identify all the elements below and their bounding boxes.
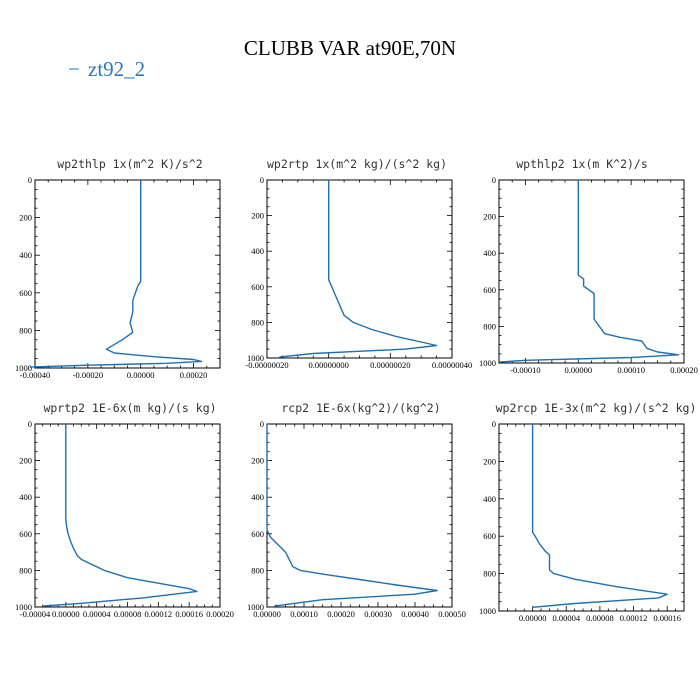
legend-symbol: − xyxy=(68,57,80,81)
x-tick-label: 0.00020 xyxy=(206,609,234,619)
x-tick-label: 0.00008 xyxy=(114,609,142,619)
x-tick-label: 0.00000000 xyxy=(308,360,348,370)
y-tick-label: 400 xyxy=(483,248,496,258)
x-tick-label: 0.00000 xyxy=(127,370,155,380)
y-tick-label: 0 xyxy=(492,419,496,429)
y-tick-label: 200 xyxy=(19,456,32,466)
panels-group: wp2thlp 1x(m^2 K)/s^202004006008001000-0… xyxy=(15,157,698,623)
y-tick-label: 600 xyxy=(19,529,32,539)
x-tick-label: 0.00000020 xyxy=(370,360,410,370)
panel-title: wprtp2 1E-6x(m kg)/(s kg) xyxy=(43,401,216,415)
y-tick-label: 400 xyxy=(483,494,496,504)
y-tick-label: 0 xyxy=(260,419,264,429)
y-tick-label: 200 xyxy=(251,211,264,221)
panel-title: wp2thlp 1x(m^2 K)/s^2 xyxy=(57,157,202,171)
panel-title: wpthlp2 1x(m K^2)/s xyxy=(516,157,648,171)
x-tick-label: 0.00020 xyxy=(327,609,355,619)
x-tick-label: 0.00012 xyxy=(620,613,648,623)
panel-5: rcp2 1E-6x(kg^2)/(kg^2) 0 200 400 600 800 1000… xyxy=(247,401,466,619)
panel-1: wp2thlp 1x(m^2 K)/s^202004006008001000-0… xyxy=(15,157,221,380)
y-tick-label: 400 xyxy=(251,492,264,502)
y-tick-label: 1000 xyxy=(479,358,496,368)
x-tick-label: 0.00016 xyxy=(175,609,203,619)
y-tick-label: 1000 xyxy=(479,606,496,616)
y-tick-label: 800 xyxy=(483,321,496,331)
y-tick-label: 800 xyxy=(251,317,264,327)
x-tick-label: 0.00000 xyxy=(564,365,592,375)
y-tick-label: 600 xyxy=(19,288,32,298)
y-tick-label: 600 xyxy=(483,285,496,295)
series-line xyxy=(266,424,438,607)
plot-frame xyxy=(34,179,221,369)
x-tick-label: 0.00004 xyxy=(552,613,580,623)
panel-title: wp2rcp 1E-3x(m^2 kg)/(s^2 kg) xyxy=(496,401,697,415)
x-tick-label: -0.00020 xyxy=(73,370,103,380)
y-tick-label: 200 xyxy=(19,213,32,223)
y-tick-label: 600 xyxy=(483,531,496,541)
y-tick-label: 200 xyxy=(483,212,496,222)
panel-2: wp2rtp 1x(m^2 kg)/(s^2 kg)0 200 400 600 800 1… xyxy=(245,157,472,370)
y-tick-label: 200 xyxy=(251,456,264,466)
x-tick-label: 0.00050 xyxy=(438,609,466,619)
x-tick-label: -0.00040 xyxy=(20,370,50,380)
y-tick-label: 0 xyxy=(260,175,264,185)
series-line xyxy=(531,424,668,608)
panel-4: wprtp2 1E-6x(m kg)/(s kg) 0 200 400 600 800 10… xyxy=(15,401,234,619)
x-tick-label: 0.00030 xyxy=(364,609,392,619)
x-tick-label: 0.00008 xyxy=(586,613,614,623)
y-tick-label: 600 xyxy=(251,529,264,539)
x-tick-label: 0.00020 xyxy=(180,370,208,380)
x-tick-label: 0.00000 xyxy=(253,609,281,619)
y-tick-label: 800 xyxy=(251,565,264,575)
y-tick-label: 400 xyxy=(251,246,264,256)
y-tick-label: 600 xyxy=(251,282,264,292)
series-line xyxy=(29,180,203,368)
panel-title: wp2rtp 1x(m^2 kg)/(s^2 kg) xyxy=(267,157,447,171)
series-line xyxy=(279,180,438,358)
x-tick-label: 0.00010 xyxy=(290,609,318,619)
y-tick-label: 400 xyxy=(19,492,32,502)
y-tick-label: 200 xyxy=(483,456,496,466)
figure-title: CLUBB VAR at90E,70N xyxy=(244,36,456,60)
y-tick-label: 800 xyxy=(19,325,32,335)
y-tick-label: 0 xyxy=(28,175,32,185)
x-tick-label: 0.00020 xyxy=(670,365,698,375)
x-tick-label: 0.00012 xyxy=(145,609,173,619)
y-tick-label: 800 xyxy=(483,569,496,579)
y-tick-label: 0 xyxy=(492,175,496,185)
x-tick-label: 0.00000 xyxy=(519,613,547,623)
y-tick-label: 400 xyxy=(19,250,32,260)
legend-entry: zt92_2 xyxy=(88,57,145,81)
x-tick-label: 0.00000 xyxy=(52,609,80,619)
y-tick-label: 1000 xyxy=(247,353,264,363)
x-tick-label: -0.00010 xyxy=(510,365,540,375)
x-tick-label: 0.00010 xyxy=(617,365,645,375)
x-tick-label: -0.00000020 xyxy=(245,360,288,370)
x-tick-label: 0.00000040 xyxy=(432,360,472,370)
x-tick-label: -0.00004 xyxy=(20,609,51,619)
series-line xyxy=(498,180,680,363)
x-tick-label: 0.00004 xyxy=(83,609,111,619)
x-tick-label: 0.00040 xyxy=(401,609,429,619)
y-tick-label: 0 xyxy=(28,419,32,429)
plot-frame xyxy=(34,423,221,608)
plot-frame xyxy=(498,423,685,612)
panel-3: wpthlp2 1x(m K^2)/s 0 200 400 600 800 1000 -0.0… xyxy=(479,157,698,375)
panel-title: rcp2 1E-6x(kg^2)/(kg^2) xyxy=(281,401,440,415)
x-tick-label: 0.00016 xyxy=(653,613,681,623)
plot-frame xyxy=(498,179,685,364)
plot-frame xyxy=(266,179,453,359)
panel-6: wp2rcp 1E-3x(m^2 kg)/(s^2 kg)0 200 400 600 8… xyxy=(479,401,696,623)
y-tick-label: 800 xyxy=(19,565,32,575)
y-tick-label: 1000 xyxy=(15,363,32,373)
y-tick-label: 1000 xyxy=(247,602,264,612)
series-line xyxy=(42,424,198,607)
y-tick-label: 1000 xyxy=(15,602,32,612)
